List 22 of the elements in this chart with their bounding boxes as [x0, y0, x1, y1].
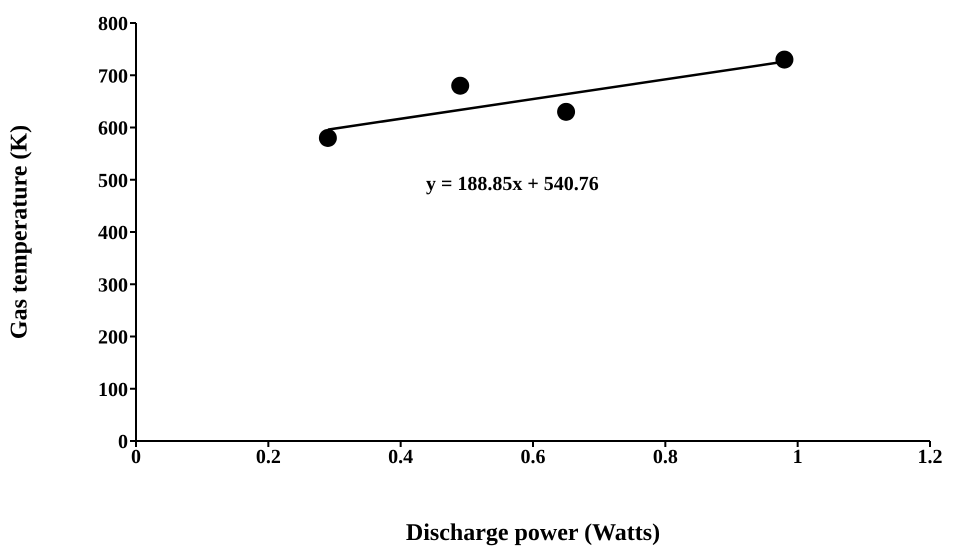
point — [318, 128, 337, 147]
y-axis-title: Gas temperature (K) — [6, 124, 33, 340]
x-tick-label: 0.2 — [256, 446, 281, 468]
y-tick-label: 400 — [98, 222, 128, 244]
y-tick-label: 100 — [98, 378, 128, 401]
x-tick-label: 0.6 — [520, 446, 546, 468]
y-tick-label: 300 — [98, 274, 128, 296]
annotation: y = 188.85x + 540.76 — [426, 173, 599, 196]
x-tick-label: 0.8 — [652, 446, 678, 468]
point — [451, 76, 470, 95]
point — [775, 50, 794, 69]
y-tick-label: 200 — [98, 326, 128, 349]
y-tick-label: 500 — [98, 170, 128, 192]
y-tick-label: 0 — [118, 431, 128, 454]
y-tick-label: 700 — [98, 65, 128, 88]
x-tick-label: 1 — [792, 446, 803, 468]
point — [557, 102, 576, 121]
y-tick-label: 800 — [98, 13, 128, 36]
y-tick-label: 600 — [98, 118, 128, 140]
x-tick-label: 1.2 — [918, 446, 942, 468]
x-axis-title: Discharge power (Watts) — [406, 520, 660, 546]
x-tick-label: 0.4 — [388, 446, 414, 468]
